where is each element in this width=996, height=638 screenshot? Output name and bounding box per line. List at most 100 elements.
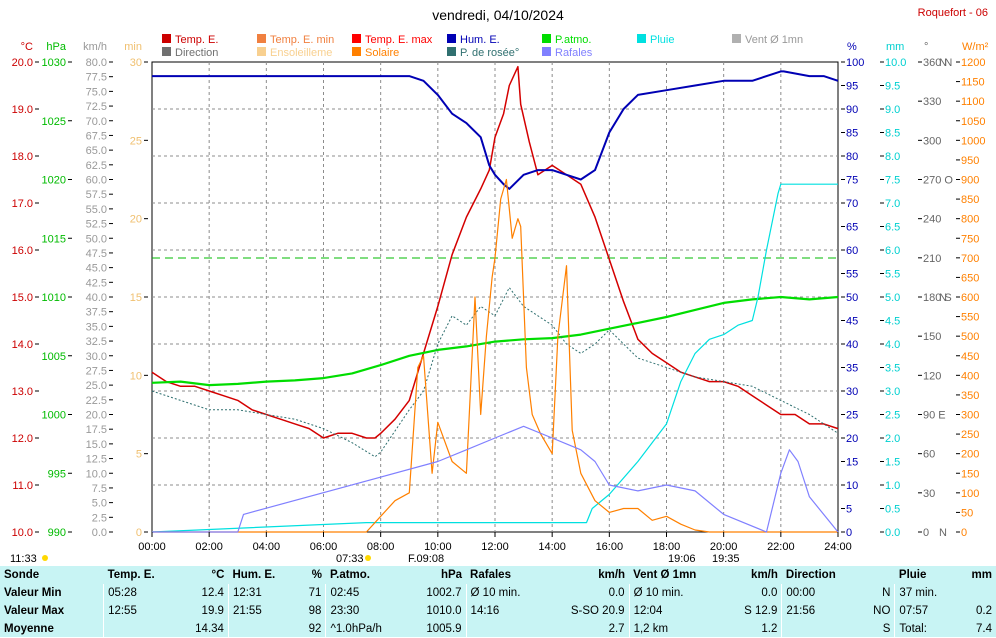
axis-tick-label: 57.5	[86, 189, 107, 201]
axis-tick-label: 60	[923, 449, 935, 461]
legend-label: P. de rosée°	[460, 47, 519, 59]
stats-panel: Sonde Temp. E. °C Hum. E.% P.atmo. hPa Raf…	[0, 566, 996, 638]
stats-cell: 2.7	[608, 623, 625, 635]
axis-tick-label: 10.0	[86, 468, 107, 480]
axis-tick-label: 1015	[42, 233, 66, 245]
axis-tick-label: 1.5	[885, 457, 900, 469]
stats-header-row: Sonde Temp. E. °C Hum. E.% P.atmo. hPa Raf…	[0, 566, 996, 584]
stats-cell: Total:	[894, 620, 958, 638]
stats-cell: 37 min.	[894, 584, 958, 602]
axis-tick-label: 1.0	[885, 480, 900, 492]
axis-tick-label: 1000	[42, 410, 66, 422]
axis-tick-label: 1200	[961, 57, 985, 69]
series-rafales	[152, 425, 839, 533]
axis-tick-label: 55.0	[86, 204, 107, 216]
axis-tick-label: 95	[846, 81, 858, 93]
axis-tick-label: 75	[846, 175, 858, 187]
stats-cell: 07:57	[894, 602, 958, 620]
axis-tick-label: 60.0	[86, 175, 107, 187]
axis-tick-label: 100	[961, 488, 979, 500]
axis-tick-label: 15.0	[12, 292, 33, 304]
axis-unit: km/h	[83, 41, 107, 53]
axis-tick-label: 35.0	[86, 321, 107, 333]
axis-tick-label: 50	[846, 292, 858, 304]
legend-label: Solaire	[365, 47, 399, 59]
x-axis: 00:00 02:00 04:00 06:00 08:00 10:00 12:00 14:00…	[138, 532, 852, 553]
legend-swatch	[352, 47, 361, 56]
axis-tick-label: 6.0	[885, 245, 900, 257]
axis-tick-label: 70	[846, 198, 858, 210]
x-tick-label: 10:00	[424, 541, 452, 553]
axis-tick-label: 5.5	[885, 269, 900, 281]
axis-tick-label: 20	[846, 433, 858, 445]
axis-tick-label: 950	[961, 155, 979, 167]
axis-tick-label: 1010	[42, 292, 66, 304]
stats-row-avg: Moyenne 14.34 92 ^1.0hPa/h 1005.9 2.7 1,2…	[0, 620, 996, 638]
stats-cell: 05:28	[103, 584, 179, 602]
x-tick-label: 14:00	[538, 541, 566, 553]
x-tick-label: 24:00	[824, 541, 852, 553]
axis-tick-label: 15.0	[86, 439, 107, 451]
axis-tick-label: 25.0	[86, 380, 107, 392]
direction-n-label: N	[939, 527, 947, 539]
stats-row-max: Valeur Max 12:55 19.9 21:55 98 23:30 1010.0…	[0, 602, 996, 620]
axis-unit: °	[924, 41, 928, 53]
axis-tick-label: 7.5	[92, 483, 107, 495]
stats-header-unit: hPa	[440, 569, 463, 581]
stats-cell: N	[882, 587, 891, 599]
axis-tick-label: 1050	[961, 116, 985, 128]
sunrise-label: 07:33	[336, 553, 364, 565]
axis-tick-label: 990	[48, 527, 66, 539]
stats-cell	[957, 584, 996, 602]
legend-label: Temp. E.	[175, 34, 218, 46]
x-tick-label: 20:00	[710, 541, 738, 553]
legend-swatch	[162, 34, 171, 43]
stats-cell: S-SO 20.9	[570, 605, 625, 617]
stats-header: Hum. E.	[232, 569, 276, 581]
axis-tick-label: 30.0	[86, 351, 107, 363]
axis-tick-label: 65	[846, 222, 858, 234]
legend-swatch	[447, 47, 456, 56]
axis-tick-label: 1000	[961, 135, 985, 147]
series-hum-e	[152, 70, 839, 190]
axis-unit: min	[124, 41, 142, 53]
axis-tick-label: 400	[961, 370, 979, 382]
stats-cell: 14:16	[465, 602, 545, 620]
axis-tick-label: 5	[136, 449, 142, 461]
axis-tick-label: 650	[961, 272, 979, 284]
axis-tick-label: 1005	[42, 351, 66, 363]
axis-tick-label: 800	[961, 214, 979, 226]
axis-tick-label: 77.5	[86, 72, 107, 84]
stats-cell: 1.2	[761, 623, 778, 635]
legend-label: Direction	[175, 47, 218, 59]
stats-cell: NO	[873, 605, 891, 617]
series-temp-e	[151, 65, 839, 439]
stats-cell: ^1.0hPa/h	[325, 620, 407, 638]
axis-tick-label: 13.0	[12, 386, 33, 398]
axis-tick-label: 15	[130, 292, 142, 304]
x-tick-label: 22:00	[767, 541, 795, 553]
axis-tick-label: 10	[846, 480, 858, 492]
stats-cell: 98	[308, 605, 322, 617]
axis-tick-label: 5	[846, 504, 852, 516]
stats-cell: 21:56	[781, 602, 861, 620]
axis-tick-label: 8.0	[885, 151, 900, 163]
right-axes: % 0 5 10 15 20 25 30 35 40 45 50 55 60 65 70 75 80 85 90 95 1…	[841, 41, 989, 539]
axis-tick-label: 17.5	[86, 424, 107, 436]
axis-tick-label: 210	[923, 253, 941, 265]
stats-header: Pluie	[898, 569, 927, 581]
stats-cell	[465, 620, 545, 638]
axis-tick-label: 500	[961, 331, 979, 343]
stats-cell: S	[882, 623, 891, 635]
axis-tick-label: 90 E	[923, 410, 946, 422]
axis-tick-label: 25	[846, 410, 858, 422]
axis-tick-label: 10	[130, 370, 142, 382]
axis-tick-label: 30	[923, 488, 935, 500]
stats-row-min: Valeur Min 05:28 12.4 12:31 71 02:45 1002.7…	[0, 584, 996, 602]
sun-icon	[42, 555, 48, 561]
axis-tick-label: 27.5	[86, 365, 107, 377]
axis-tick-label: 19.0	[12, 104, 33, 116]
axis-tick-label: 5.0	[885, 292, 900, 304]
axis-tick-label: 2.5	[885, 410, 900, 422]
axis-tick-label: 1030	[42, 57, 66, 69]
